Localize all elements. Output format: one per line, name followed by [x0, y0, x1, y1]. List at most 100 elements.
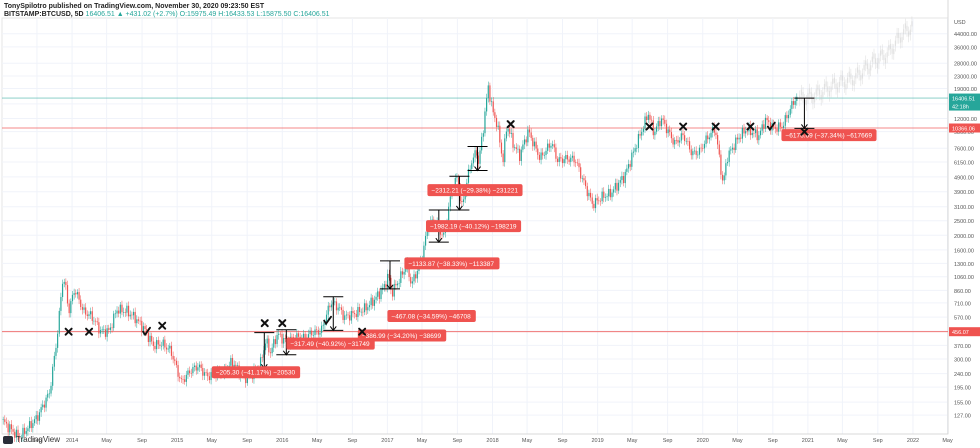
- candle-body: [60, 297, 62, 311]
- projection-body: [888, 45, 890, 51]
- projection-body: [866, 63, 868, 70]
- measure-arrowhead: [282, 350, 290, 356]
- candle-body: [189, 370, 191, 374]
- candle-body: [50, 385, 52, 394]
- candle-body: [441, 234, 443, 236]
- candle-body: [763, 124, 765, 129]
- candle-body: [85, 307, 87, 315]
- candle-body: [540, 152, 542, 160]
- candle-body: [547, 143, 549, 151]
- candle-body: [708, 137, 710, 140]
- candle-body: [360, 311, 362, 313]
- candle-body: [693, 150, 696, 152]
- candle-body: [86, 314, 88, 316]
- candle-body: [599, 200, 602, 202]
- candle-body: [10, 424, 13, 430]
- candle-body: [593, 203, 595, 209]
- candle-body: [40, 407, 42, 413]
- candle-body: [170, 345, 173, 356]
- candle-body: [147, 332, 149, 343]
- y-tick-label: 710.00: [954, 301, 971, 307]
- candle-body: [393, 283, 395, 297]
- projection-body: [896, 32, 898, 38]
- y-tick-label: 1300.00: [954, 262, 974, 268]
- candle-body: [730, 149, 732, 151]
- candle-body: [533, 141, 536, 147]
- candle-body: [132, 311, 135, 316]
- candle-body: [309, 330, 311, 335]
- projection-body: [884, 58, 887, 64]
- x-tick-label: May: [627, 438, 638, 444]
- projection-body: [840, 75, 842, 81]
- candle-body: [55, 347, 57, 356]
- candle-body: [509, 128, 511, 134]
- candle-body: [751, 132, 753, 136]
- projection-candles: [799, 16, 913, 111]
- candle-body: [504, 138, 506, 163]
- candle-body: [233, 364, 235, 367]
- candle-body: [152, 341, 154, 346]
- candle-body: [403, 271, 405, 275]
- candle-body: [715, 132, 717, 136]
- candle-body: [164, 339, 166, 348]
- candle-body: [354, 313, 356, 315]
- candle-body: [457, 177, 460, 187]
- candle-body: [151, 335, 153, 342]
- candle-body: [583, 178, 585, 181]
- y-tick-label: 860.00: [954, 289, 971, 295]
- projection-body: [810, 92, 812, 98]
- x-marker-icon: [711, 122, 720, 131]
- candle-body: [652, 120, 654, 136]
- candle-body: [321, 325, 323, 333]
- candle-body: [259, 357, 262, 371]
- candle-body: [372, 297, 374, 306]
- candle-body: [738, 137, 740, 140]
- change-readout: 16406.51 ▲ +431.02 (+2.7%): [85, 11, 178, 18]
- candle-body: [609, 188, 611, 198]
- candle-body: [537, 148, 539, 155]
- candle-body: [205, 372, 207, 373]
- price-axis-tag: [949, 101, 980, 111]
- correction-label: −205.30 (−41.17%) −20530: [216, 370, 296, 377]
- candle-body: [281, 333, 283, 344]
- projection-body: [805, 99, 807, 106]
- candle-body: [43, 404, 46, 408]
- candle-body: [614, 182, 616, 190]
- candle-body: [471, 163, 473, 169]
- projection-body: [879, 50, 882, 56]
- candle-body: [377, 291, 379, 297]
- x-tick-label: Sep: [768, 438, 778, 444]
- candle-body: [73, 293, 75, 295]
- candle-body: [327, 305, 329, 315]
- projection-body: [820, 94, 822, 101]
- candle-body: [322, 324, 324, 326]
- projection-body: [813, 97, 816, 103]
- candle-body: [296, 333, 298, 341]
- candle-body: [61, 283, 64, 298]
- candle-body: [264, 343, 267, 351]
- candle-body: [37, 415, 39, 421]
- measure-arrowhead: [456, 205, 463, 211]
- projection-body: [871, 56, 873, 62]
- projection-body: [817, 85, 819, 91]
- projection-body: [825, 81, 827, 87]
- candle-body: [462, 199, 465, 203]
- candle-body: [58, 310, 60, 334]
- projection-body: [823, 83, 826, 90]
- candle-body: [388, 273, 390, 278]
- candle-body: [484, 111, 486, 134]
- candle-body: [415, 274, 417, 279]
- candle-body: [385, 284, 387, 288]
- price-axis-tag: [949, 93, 980, 103]
- candle-body: [545, 150, 547, 155]
- correction-label-box: [425, 220, 522, 233]
- candle-body: [345, 314, 347, 316]
- x-marker-icon: [278, 319, 287, 328]
- candle-body: [198, 364, 201, 368]
- candle-body: [667, 129, 669, 134]
- candle-body: [352, 311, 354, 314]
- y-tick-label: 240.00: [954, 372, 971, 378]
- candle-body: [688, 141, 691, 150]
- candle-body: [731, 147, 734, 150]
- candle-body: [568, 159, 570, 162]
